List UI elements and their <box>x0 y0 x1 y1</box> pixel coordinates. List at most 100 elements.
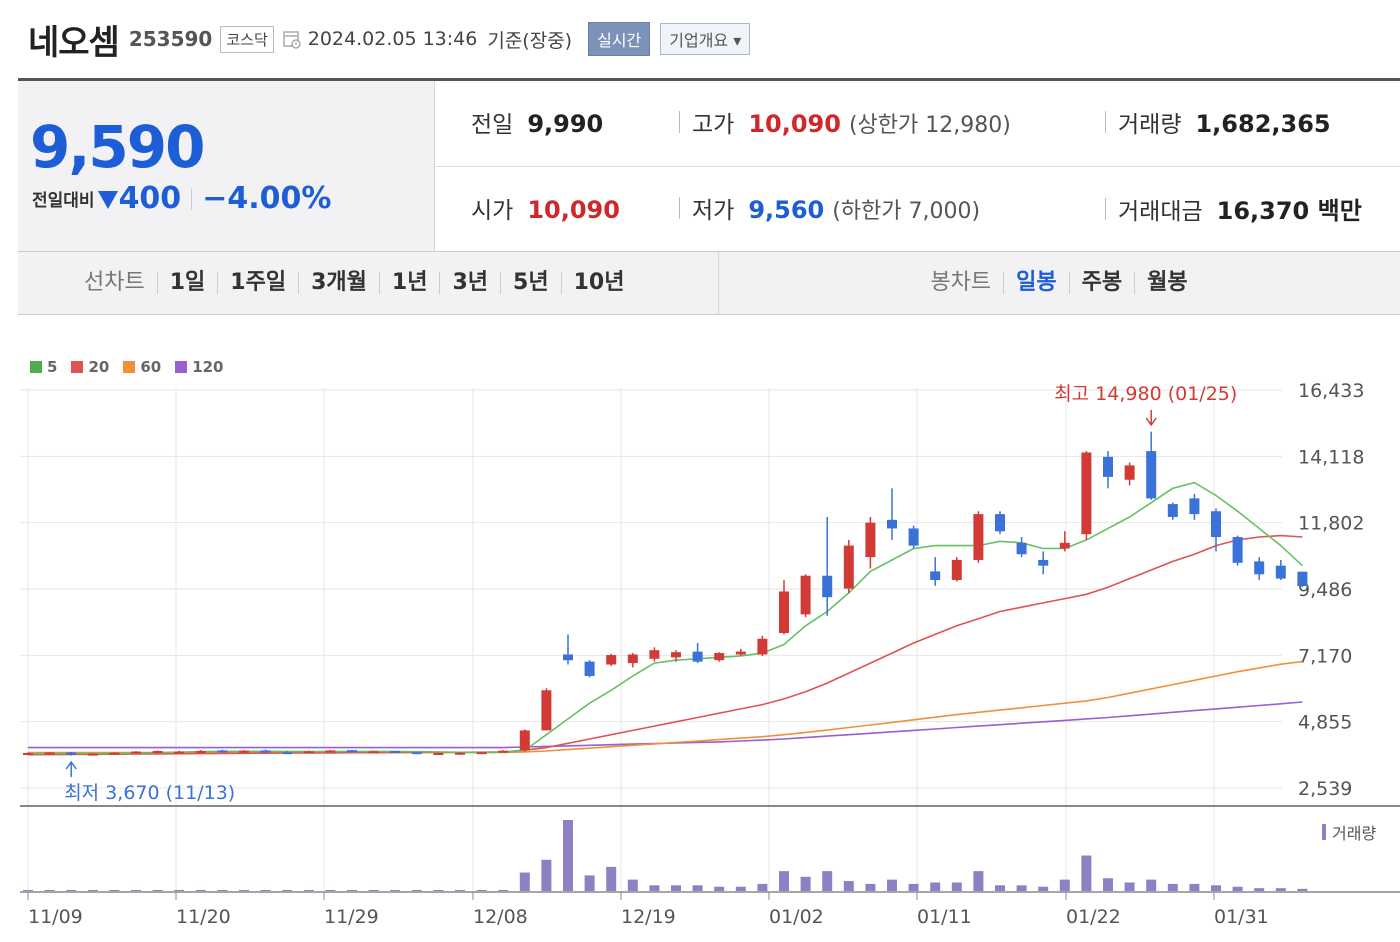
volume-label: 거래량 <box>1118 112 1182 138</box>
period-1년[interactable]: 1년 <box>378 272 440 294</box>
candle-body <box>303 751 314 754</box>
candle-period-주봉[interactable]: 주봉 <box>1068 272 1134 294</box>
low-label: 저가 <box>692 198 735 224</box>
y-tick-label: 11,802 <box>1298 513 1364 535</box>
volume-bar <box>930 882 941 891</box>
period-3개월[interactable]: 3개월 <box>298 272 379 294</box>
volume-bar <box>23 890 33 891</box>
volume-bar <box>303 890 314 891</box>
volume-bar <box>1124 882 1135 891</box>
separator <box>679 197 680 219</box>
timestamp-basis: 기준(장중) <box>487 29 573 52</box>
x-tick-label: 01/11 <box>917 906 972 928</box>
volume-bar <box>1254 888 1265 891</box>
stock-code: 253590 <box>128 27 213 51</box>
candle-body <box>109 752 120 755</box>
legend-label: 20 <box>88 358 110 376</box>
candle-body <box>1275 565 1286 579</box>
volume-bar <box>714 886 725 891</box>
x-tick-label: 01/31 <box>1214 906 1269 928</box>
realtime-button[interactable]: 실시간 <box>588 22 651 56</box>
stock-header: 네오셈 253590 코스닥 2024.02.05 13:46 기준(장중) 실… <box>28 14 751 64</box>
volume-bar <box>822 871 833 891</box>
change-percent: −4.00% <box>202 181 332 216</box>
current-price: 9,590 <box>30 113 205 181</box>
company-overview-dropdown[interactable]: 기업개요 ▾ <box>660 23 751 55</box>
x-tick-label: 12/08 <box>473 906 528 928</box>
volume-bar <box>1103 878 1113 891</box>
volume-bar <box>217 890 228 891</box>
volume-bar <box>843 881 854 891</box>
separator <box>1105 111 1106 133</box>
period-5년[interactable]: 5년 <box>500 272 561 294</box>
candle-body <box>627 654 638 664</box>
candle-body <box>1211 511 1221 538</box>
candle-body <box>541 690 552 731</box>
candle-body <box>411 752 422 755</box>
candle-body <box>951 559 962 581</box>
volume-legend-swatch <box>1322 824 1326 840</box>
volume-bar <box>692 885 703 891</box>
timestamp: 2024.02.05 13:46 <box>307 28 478 50</box>
candle-body <box>1124 465 1135 480</box>
candle-body <box>217 750 228 753</box>
change-label: 전일대비 <box>32 191 95 211</box>
upper-limit: (상한가 12,980) <box>848 113 1011 138</box>
candle-body <box>735 651 746 655</box>
period-1일[interactable]: 1일 <box>156 272 218 294</box>
volume-bar <box>1038 886 1049 891</box>
candle-body <box>1254 561 1265 575</box>
trade-value: 거래대금 16,370 백만 <box>1105 191 1362 226</box>
candle-body <box>887 519 897 529</box>
candle-body <box>563 654 573 661</box>
volume-bar <box>1232 886 1243 891</box>
candle-body <box>1146 451 1157 499</box>
volume-bar <box>887 879 897 891</box>
volume-bar <box>671 885 681 891</box>
legend-item-ma60: 60 <box>123 358 161 376</box>
volume-bar <box>757 883 768 891</box>
volume-bar <box>325 890 336 891</box>
period-3년[interactable]: 3년 <box>439 272 500 294</box>
candle-period-일봉[interactable]: 일봉 <box>1003 272 1068 294</box>
y-tick-label: 14,118 <box>1298 446 1364 468</box>
candle-body <box>433 753 444 756</box>
volume-bar <box>735 886 746 891</box>
legend-item-ma120: 120 <box>175 358 224 376</box>
low-annotation: 최저 3,670 (11/13) <box>64 782 235 804</box>
candle-body <box>260 750 271 753</box>
trade-value-amount: 16,370 백만 <box>1216 197 1362 225</box>
volume-bar <box>239 890 249 891</box>
low-value: 9,560 <box>748 196 825 224</box>
volume-bar <box>1189 883 1200 891</box>
volume-bar <box>476 890 487 891</box>
candle-body <box>649 650 660 659</box>
legend-swatch <box>123 361 136 373</box>
volume-bar <box>498 890 509 891</box>
candle-body <box>606 655 617 665</box>
period-10년[interactable]: 10년 <box>560 272 637 294</box>
legend-swatch <box>30 361 42 373</box>
candle-period-월봉[interactable]: 월봉 <box>1134 272 1199 294</box>
period-1주일[interactable]: 1주일 <box>217 272 298 294</box>
volume-bar <box>1297 888 1308 891</box>
candle-body <box>995 514 1005 532</box>
candle-body <box>908 528 919 546</box>
volume-bar <box>411 890 422 891</box>
volume-bar <box>519 872 530 891</box>
y-tick-label: 4,855 <box>1298 712 1352 734</box>
legend-label: 60 <box>140 358 162 376</box>
stock-name: 네오셈 <box>28 22 120 63</box>
high-arrow-head <box>1145 417 1157 427</box>
candle-body <box>779 591 789 633</box>
candle-body <box>757 638 768 655</box>
candle-body <box>1081 452 1092 535</box>
candle-body <box>692 651 703 662</box>
x-tick-label: 01/02 <box>769 906 824 928</box>
stats-row: 전일 9,990 고가 10,090 (상한가 12,980) 거래량 1,68… <box>435 81 1400 167</box>
x-tick-label: 01/22 <box>1066 906 1121 928</box>
candle-body <box>325 750 336 753</box>
volume-bar <box>1211 885 1221 891</box>
candle-body <box>23 753 33 756</box>
candle-body <box>1167 504 1178 517</box>
